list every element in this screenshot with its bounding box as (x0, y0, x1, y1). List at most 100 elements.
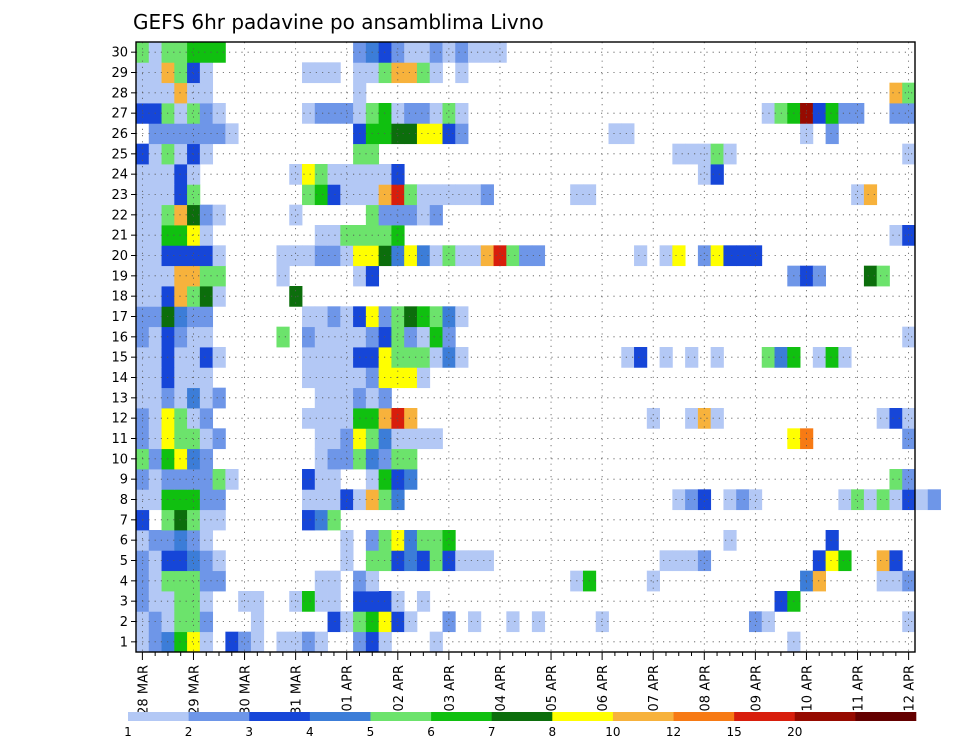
y-tick-label: 19 (111, 269, 128, 284)
heatmap-cell (327, 367, 341, 389)
heatmap-cell (174, 225, 188, 246)
heatmap-cell (327, 306, 341, 328)
heatmap-cell (404, 448, 418, 470)
heatmap-cell (238, 591, 252, 612)
legend-label: 1 (124, 725, 132, 739)
heatmap-cell (212, 387, 226, 409)
heatmap-cell (212, 469, 226, 490)
heatmap-cell (314, 347, 328, 368)
heatmap-cell (327, 184, 341, 206)
heatmap-cell (391, 103, 405, 124)
heatmap-cell (902, 428, 916, 450)
heatmap-cell (416, 62, 431, 84)
heatmap-cell (187, 204, 201, 226)
y-axis: 1234567891011121314151617181920212223242… (111, 46, 136, 650)
heatmap-cell (302, 184, 316, 206)
heatmap-cell (404, 347, 418, 368)
heatmap-cell (838, 347, 852, 368)
heatmap-cell (174, 103, 188, 124)
heatmap-cell (187, 326, 201, 348)
y-tick-label: 8 (120, 493, 128, 508)
heatmap-cell (659, 245, 673, 267)
heatmap-cell (199, 82, 214, 104)
heatmap-cell (174, 448, 188, 470)
heatmap-cell (174, 631, 188, 653)
heatmap-cell (289, 164, 303, 185)
heatmap-cell (876, 265, 890, 287)
heatmap-cell (378, 631, 392, 653)
heatmap-cell (187, 82, 201, 104)
heatmap-cell (187, 184, 201, 206)
heatmap-cell (480, 550, 494, 572)
heatmap-cell (416, 347, 431, 368)
heatmap-cell (327, 225, 341, 246)
x-tick-label: 05 APR (545, 665, 560, 711)
y-tick-label: 7 (120, 513, 128, 528)
heatmap-cell (314, 469, 328, 490)
heatmap-cell (199, 408, 214, 429)
heatmap-cell (276, 326, 290, 348)
heatmap-cell (608, 123, 622, 145)
heatmap-cell (455, 306, 469, 328)
heatmap-cell (902, 82, 916, 104)
heatmap-cell (199, 631, 214, 653)
heatmap-cell (199, 42, 214, 63)
heatmap-cell (825, 123, 839, 145)
heatmap-cell (391, 164, 405, 185)
heatmap-cell (314, 631, 328, 653)
heatmap-cell (736, 489, 750, 511)
heatmap-cell (378, 62, 392, 84)
heatmap-cell (378, 184, 392, 206)
heatmap-cell (404, 245, 418, 267)
heatmap-cell (391, 591, 405, 612)
heatmap-cell (416, 123, 431, 145)
heatmap-cell (187, 306, 201, 328)
heatmap-cell (289, 631, 303, 653)
heatmap-cell (391, 408, 405, 429)
heatmap-cell (327, 611, 341, 633)
legend-swatch (855, 712, 917, 721)
heatmap-cell (199, 265, 214, 287)
y-tick-label: 18 (111, 290, 128, 305)
heatmap-cell (723, 245, 737, 267)
y-tick-label: 29 (111, 66, 128, 81)
heatmap-cell (404, 469, 418, 490)
heatmap-cell (889, 408, 903, 429)
heatmap-cell (391, 42, 405, 63)
heatmap-cell (327, 408, 341, 429)
heatmap-cell (404, 428, 418, 450)
heatmap-cell (863, 184, 878, 206)
y-tick-label: 12 (111, 412, 128, 427)
heatmap-cell (327, 164, 341, 185)
heatmap-cell (174, 62, 188, 84)
x-tick-label: 07 APR (647, 665, 662, 711)
heatmap-cell (378, 591, 392, 612)
heatmap-cell (812, 103, 827, 124)
heatmap-cell (761, 611, 775, 633)
heatmap-cell (416, 306, 431, 328)
heatmap-cell (404, 184, 418, 206)
heatmap-cell (378, 489, 392, 511)
heatmap-cell (404, 62, 418, 84)
heatmap-cell (378, 387, 392, 409)
heatmap-cell (174, 326, 188, 348)
y-tick-label: 17 (111, 310, 128, 325)
heatmap-cell (442, 184, 456, 206)
heatmap-cell (480, 184, 494, 206)
heatmap-cell (889, 469, 903, 490)
heatmap-cell (174, 530, 188, 551)
heatmap-cell (455, 347, 469, 368)
heatmap-cell (455, 123, 469, 145)
heatmap-cell (697, 164, 712, 185)
heatmap-cell (302, 103, 316, 124)
legend-swatch (370, 712, 432, 721)
heatmap-cell (212, 550, 226, 572)
y-tick-label: 25 (111, 147, 128, 162)
heatmap-cell (302, 489, 316, 511)
heatmap-cell (187, 469, 201, 490)
heatmap-cell (404, 42, 418, 63)
heatmap-cell (212, 245, 226, 267)
heatmap-cell (302, 509, 316, 531)
x-tick-label: 11 APR (852, 665, 867, 711)
